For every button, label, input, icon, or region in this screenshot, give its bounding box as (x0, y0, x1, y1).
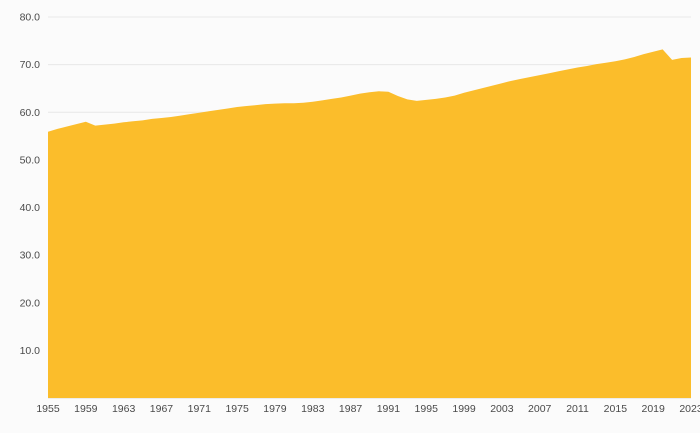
x-tick-label: 1959 (74, 403, 98, 415)
y-tick-label: 80.0 (20, 12, 41, 24)
x-tick-label: 1995 (415, 403, 439, 415)
y-tick-label: 40.0 (20, 202, 41, 214)
x-tick-label: 1967 (150, 403, 174, 415)
x-tick-label: 2007 (528, 403, 552, 415)
x-tick-label: 1955 (36, 403, 60, 415)
x-tick-label: 1979 (263, 403, 287, 415)
y-tick-label: 30.0 (20, 250, 41, 262)
x-tick-label: 1971 (188, 403, 212, 415)
x-tick-label: 1963 (112, 403, 136, 415)
x-tick-label: 1991 (377, 403, 401, 415)
x-tick-label: 1987 (339, 403, 363, 415)
x-tick-label: 2003 (490, 403, 514, 415)
y-tick-label: 50.0 (20, 154, 41, 166)
y-tick-label: 60.0 (20, 107, 41, 119)
area-series (48, 49, 691, 398)
y-tick-label: 70.0 (20, 59, 41, 71)
x-tick-label: 2023 (679, 403, 700, 415)
y-tick-label: 20.0 (20, 297, 41, 309)
x-tick-label: 2019 (641, 403, 665, 415)
y-tick-label: 10.0 (20, 345, 41, 357)
x-tick-label: 1999 (452, 403, 476, 415)
x-tick-label: 1983 (301, 403, 325, 415)
x-tick-label: 1975 (225, 403, 249, 415)
x-tick-label: 2011 (566, 403, 589, 415)
x-tick-label: 2015 (604, 403, 628, 415)
